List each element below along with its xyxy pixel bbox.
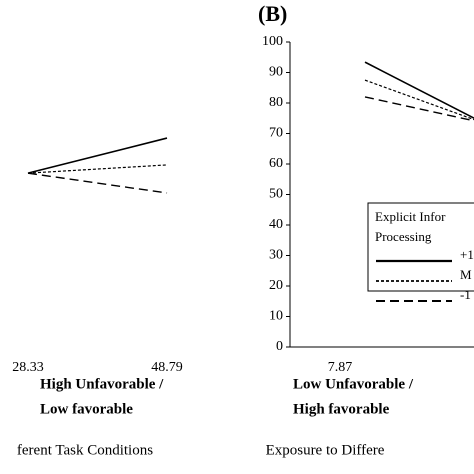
caption: ferent Task Conditions bbox=[17, 442, 153, 458]
y-tick-label: 70 bbox=[269, 126, 283, 141]
y-tick-label: 50 bbox=[269, 187, 283, 202]
y-tick-label: 90 bbox=[269, 65, 283, 80]
y-tick-label: 30 bbox=[269, 248, 283, 263]
y-tick-label: 80 bbox=[269, 95, 283, 110]
x-tick-label: 48.79 bbox=[151, 360, 183, 375]
y-tick-label: 40 bbox=[269, 217, 283, 232]
series-line bbox=[364, 61, 474, 119]
y-tick-label: 10 bbox=[269, 309, 283, 324]
x-tick-label: 28.33 bbox=[12, 360, 44, 375]
series-line bbox=[364, 96, 474, 122]
x-axis-label: Low Unfavorable / bbox=[293, 376, 414, 392]
x-axis-label: Low favorable bbox=[40, 401, 133, 417]
x-tick-label: 7.87 bbox=[328, 360, 353, 375]
legend-title: Explicit Infor bbox=[375, 209, 446, 224]
y-tick-label: 100 bbox=[262, 34, 283, 49]
panel-title: (B) bbox=[258, 1, 287, 26]
y-tick-label: 60 bbox=[269, 156, 283, 171]
legend-label: +1 bbox=[460, 247, 474, 262]
series-line bbox=[27, 137, 168, 174]
legend-box bbox=[367, 202, 474, 292]
y-tick-label: 0 bbox=[276, 339, 283, 354]
legend-title: Processing bbox=[375, 229, 432, 244]
legend-label: M bbox=[460, 267, 472, 282]
series-line bbox=[364, 79, 474, 121]
x-axis-label: High favorable bbox=[293, 401, 390, 417]
y-tick-label: 20 bbox=[269, 278, 283, 293]
series-line bbox=[27, 172, 168, 194]
caption: Exposure to Differe bbox=[266, 442, 385, 458]
legend-label: -1 bbox=[460, 287, 471, 302]
x-axis-label: High Unfavorable / bbox=[40, 376, 164, 392]
series-line bbox=[27, 164, 168, 174]
